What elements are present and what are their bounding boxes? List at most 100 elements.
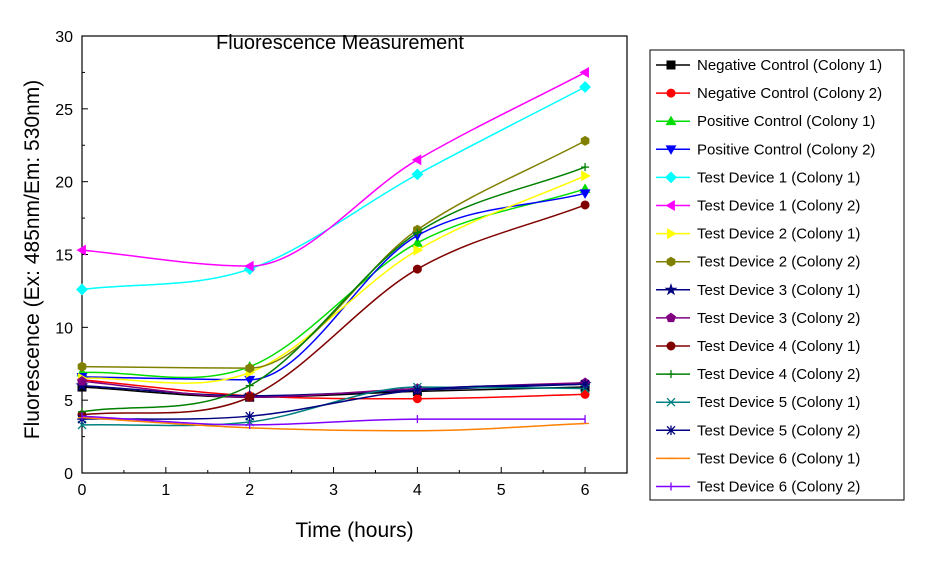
legend-marker [665,145,677,155]
series-line [81,166,586,413]
legend-label: Test Device 2 (Colony 2) [697,254,860,271]
data-point [580,200,590,210]
legend-label: Test Device 4 (Colony 1) [697,338,860,355]
legend-marker [666,88,676,98]
chart-title: Fluorescence Measurement [216,32,464,54]
data-point [412,394,422,404]
legend-label: Test Device 5 (Colony 1) [697,394,860,411]
series-14 [77,379,590,424]
x-tick-label: 5 [497,482,506,499]
series-line [81,386,586,399]
series-line [81,379,586,400]
legend-label: Test Device 5 (Colony 2) [697,422,860,439]
data-point [580,379,590,389]
data-point [245,363,255,374]
x-tick-label: 1 [161,482,170,499]
legend-label: Test Device 1 (Colony 2) [697,198,860,215]
legend-entry: Positive Control (Colony 1) [656,113,875,130]
data-point [579,189,591,199]
series-line [81,416,586,432]
legend-label: Test Device 3 (Colony 2) [697,310,860,327]
data-point [245,381,254,390]
data-point [580,389,590,399]
legend-frame [649,49,905,501]
legend-entry: Test Device 2 (Colony 1) [656,226,860,243]
legend-entry: Positive Control (Colony 2) [656,141,875,158]
legend-entry: Test Device 1 (Colony 1) [656,169,860,186]
series-6 [76,66,589,272]
legend-entry: Test Device 6 (Colony 2) [656,479,860,496]
legend-marker [667,228,677,240]
legend-entry: Test Device 3 (Colony 2) [656,310,860,327]
data-point [413,244,423,256]
series-line [81,386,586,427]
legend-marker [667,370,675,379]
legend-marker [665,171,677,184]
y-tick-label: 20 [55,175,73,192]
series-line [81,192,586,381]
x-tick-label: 3 [329,482,338,499]
legend-marker [666,397,676,407]
legend-marker [666,256,676,267]
y-tick-label: 25 [55,102,73,119]
data-point [77,361,87,372]
legend-entry: Test Device 6 (Colony 1) [656,450,860,467]
data-point [245,392,255,402]
data-point [581,163,590,172]
data-point [76,283,88,296]
plot-area: 0 1 2 3 4 5 6 0 5 10 15 20 25 30 [55,29,628,499]
legend-entry: Test Device 1 (Colony 2) [656,198,860,215]
series-layer [75,66,592,432]
legend-marker [666,312,676,323]
y-axis-title: Fluorescence (Ex: 485nm/Em: 530nm) [21,80,44,439]
x-tick-label: 0 [78,482,87,499]
legend-label: Negative Control (Colony 1) [697,57,882,74]
data-point [411,154,422,166]
data-point [579,66,589,78]
y-tick-label: 30 [55,29,73,46]
legend-label: Negative Control (Colony 2) [697,85,882,102]
data-point [244,260,254,272]
legend-label: Test Device 1 (Colony 1) [697,169,860,186]
legend-label: Positive Control (Colony 1) [697,113,875,130]
data-point [412,264,422,274]
legend-label: Test Device 6 (Colony 1) [697,450,860,467]
legend-entry: Test Device 2 (Colony 2) [656,254,860,271]
data-point [411,237,423,247]
x-axis-title: Time (hours) [295,519,413,542]
series-line [81,140,586,369]
legend-marker [666,60,676,70]
legend-marker [665,115,677,126]
series-line [81,188,586,379]
series-line [81,175,586,384]
legend-entry: Test Device 5 (Colony 2) [656,422,860,439]
series-15 [78,416,590,432]
y-tick-label: 10 [55,320,73,337]
data-point [412,385,423,395]
legend-label: Test Device 3 (Colony 1) [697,282,860,299]
series-5 [76,81,591,296]
legend: Negative Control (Colony 1) Negative Cont… [649,49,905,501]
data-point [76,244,86,256]
series-line [81,383,586,420]
series-line [81,86,586,291]
legend-entry: Negative Control (Colony 1) [656,57,882,74]
legend-entry: Negative Control (Colony 2) [656,85,882,102]
series-4 [76,189,591,386]
data-point [580,135,590,146]
y-tick-label: 15 [55,248,73,265]
axis-ticks: 0 1 2 3 4 5 6 0 5 10 15 20 25 30 [55,29,589,499]
x-tick-label: 4 [413,482,422,499]
series-line [81,71,586,267]
series-line [81,415,586,426]
data-point [581,170,591,182]
data-point [413,228,422,237]
y-tick-label: 5 [64,393,73,410]
data-point [77,376,87,386]
y-tick-label: 0 [64,466,73,483]
series-3 [76,183,591,379]
series-8 [77,135,590,374]
series-16 [81,412,586,429]
legend-label: Test Device 4 (Colony 2) [697,366,860,383]
